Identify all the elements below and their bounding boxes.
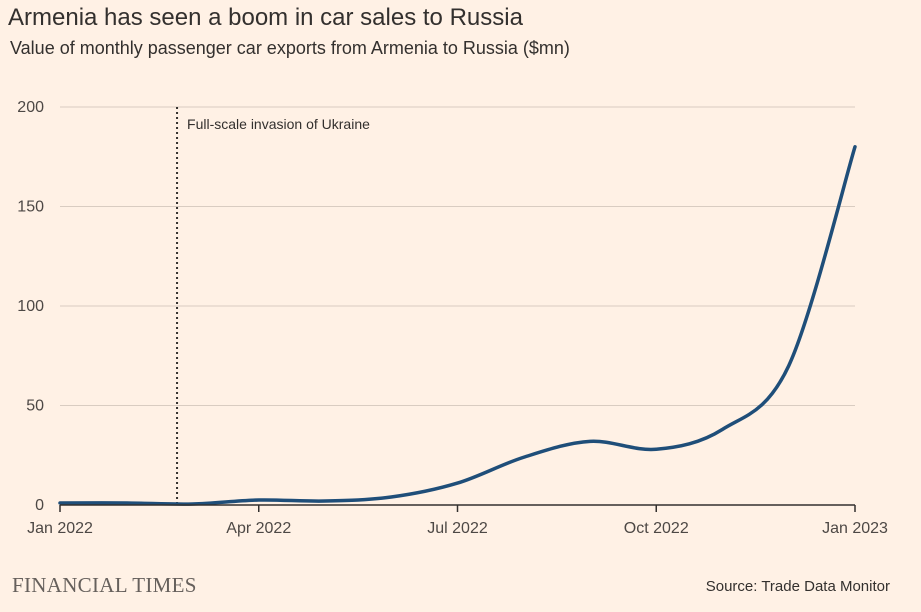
- x-tick-label: Jan 2023: [822, 520, 888, 537]
- chart-subtitle: Value of monthly passenger car exports f…: [10, 38, 570, 58]
- invasion-annotation: Full-scale invasion of Ukraine: [187, 116, 370, 132]
- x-tick-label: Apr 2022: [226, 520, 291, 537]
- chart-title: Armenia has seen a boom in car sales to …: [8, 4, 523, 31]
- y-tick-label: 50: [26, 398, 44, 415]
- y-tick-label: 0: [35, 497, 44, 514]
- y-tick-label: 150: [17, 199, 44, 216]
- x-tick-label: Jul 2022: [427, 520, 488, 537]
- ft-logo: FINANCIAL TIMES: [12, 573, 197, 597]
- series-line: [58, 145, 857, 506]
- x-tick-label: Jan 2022: [27, 520, 93, 537]
- x-tick-label: Oct 2022: [624, 520, 689, 537]
- y-tick-label: 100: [17, 298, 44, 315]
- y-tick-label: 200: [17, 99, 44, 116]
- source-note: Source: Trade Data Monitor: [705, 578, 890, 595]
